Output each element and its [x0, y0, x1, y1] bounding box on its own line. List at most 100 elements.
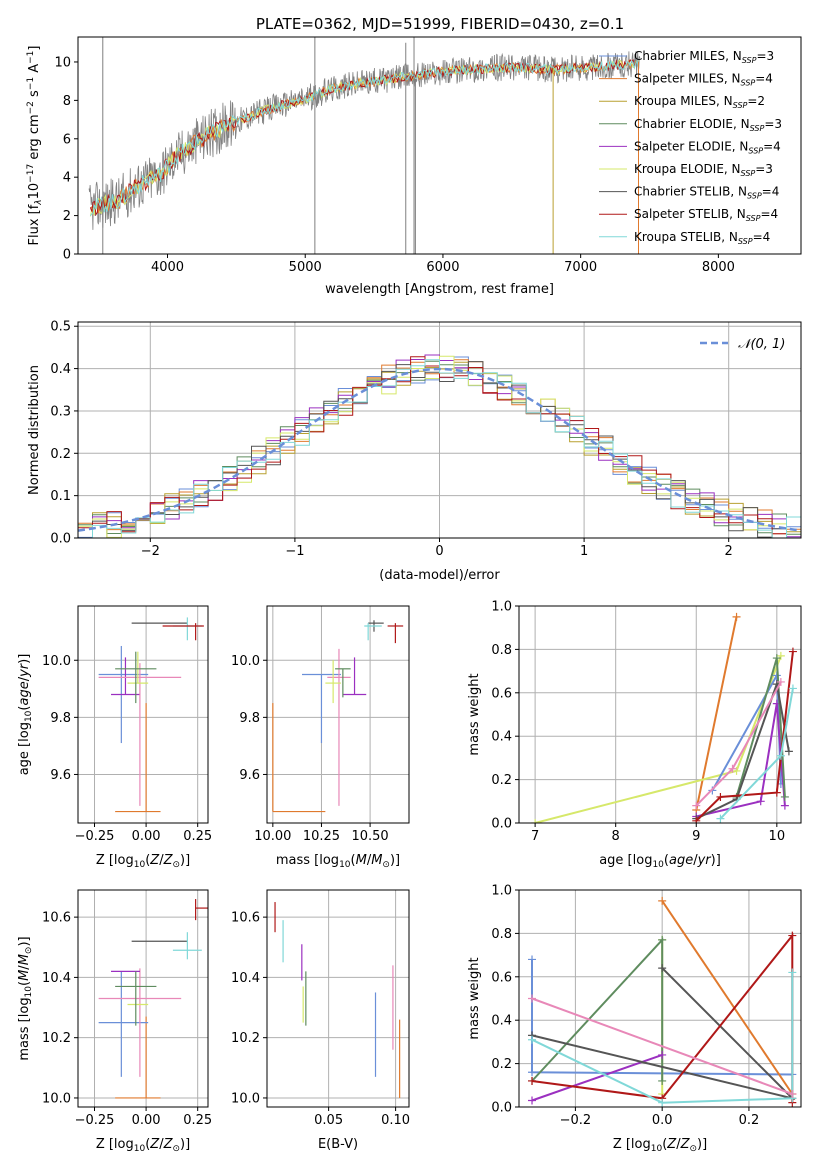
legend-subscript: SSP	[741, 79, 756, 88]
label-part: (	[664, 853, 669, 868]
legend-label: Salpeter STELIB, N	[634, 207, 746, 221]
weight-point	[788, 931, 797, 940]
y-tick-label: 0.3	[50, 404, 71, 419]
legend-entry: Kroupa MILES, NSSP=2	[634, 94, 765, 110]
label-part: (	[17, 981, 32, 986]
label-part: /	[17, 676, 32, 681]
label-part: Z	[680, 1137, 691, 1152]
age-axis-label: age [log10(age/yr)]	[599, 853, 721, 870]
axes-frame	[77, 36, 802, 255]
label-part: −2	[26, 101, 36, 114]
label-part: age [log	[599, 853, 652, 868]
label-part: )]	[390, 853, 400, 868]
x-tick-label: 0.00	[132, 1113, 161, 1128]
residuals-xlabel: (data-model)/error	[379, 568, 500, 583]
label-part: )]	[180, 853, 190, 868]
label-part: ⊙	[172, 860, 180, 870]
x-tick-label: 7000	[564, 260, 597, 275]
label-part: Z	[163, 1137, 174, 1152]
z-axis-label: Z [log10(Z/Z⊙)]	[96, 853, 190, 870]
x-tick-label: 6000	[426, 260, 459, 275]
x-tick-label: −0.2	[560, 1113, 592, 1128]
x-tick-label: 0	[435, 544, 443, 559]
ebv-axis-label: E(B-V)	[318, 1137, 358, 1152]
y-tick-label: 0.5	[50, 320, 71, 335]
mass-weight-label: mass weight	[467, 957, 482, 1039]
label-part: Z [log	[613, 1137, 651, 1152]
axes-frame	[518, 889, 802, 1108]
z-age-plot-area	[98, 617, 204, 813]
legend-value: =3	[764, 117, 782, 131]
residuals-ylabel: Normed distribution	[27, 365, 42, 495]
y-tick-label: 10.0	[231, 654, 260, 669]
label-part: 10	[339, 860, 351, 870]
observed-spectrum	[88, 51, 641, 230]
weight-point	[528, 955, 537, 964]
mass-weight-label: mass weight	[467, 673, 482, 755]
y-tick-label: 9.6	[50, 768, 71, 783]
legend-label: 𝒩(0, 1)	[738, 337, 785, 352]
y-tick-label: 9.6	[239, 768, 260, 783]
label-part: −17	[26, 164, 36, 183]
label-part: Z	[149, 853, 160, 868]
x-tick-label: 10	[769, 829, 786, 844]
legend-value: =4	[753, 230, 771, 244]
x-tick-label: 0.0	[652, 1113, 673, 1128]
weight-point	[780, 801, 789, 810]
weight-point	[528, 1035, 537, 1044]
label-part: s	[27, 90, 42, 101]
label-part: )]	[17, 936, 32, 946]
label-part: 10	[134, 1144, 146, 1154]
label-part: Z [log	[96, 853, 134, 868]
label-part: M	[371, 853, 382, 868]
label-part: age [log	[17, 722, 32, 775]
label-part: λ	[34, 199, 44, 205]
legend-label: Chabrier ELODIE, N	[634, 117, 750, 131]
weight-point	[658, 896, 667, 905]
x-tick-label: 0.2	[739, 1113, 760, 1128]
y-tick-label: 10.4	[42, 971, 71, 986]
label-part: )]	[697, 1137, 707, 1152]
axes-frame	[77, 605, 209, 824]
y-tick-label: 0.8	[491, 643, 512, 658]
y-tick-label: 0.6	[491, 686, 512, 701]
label-part: /	[367, 853, 372, 868]
age-weight-plot-area	[531, 612, 797, 823]
y-tick-label: 0.1	[50, 489, 71, 504]
legend-subscript: SSP	[748, 146, 763, 155]
legend-entry: Salpeter ELODIE, NSSP=4	[634, 139, 781, 155]
label-part: 10	[652, 860, 664, 870]
x-tick-label: 0.00	[132, 829, 161, 844]
label-part: ⊙	[172, 1144, 180, 1154]
weight-line-pink	[531, 997, 793, 1095]
label-part: (	[351, 853, 356, 868]
legend-subscript: SSP	[742, 56, 757, 65]
legend-entry: Salpeter STELIB, NSSP=4	[634, 207, 778, 223]
weight-point	[716, 814, 725, 823]
label-part: (	[17, 706, 32, 711]
weight-point	[776, 677, 785, 686]
y-tick-label: 10.2	[231, 1031, 260, 1046]
z-axis-label: Z [log10(Z/Z⊙)]	[613, 1137, 707, 1154]
figure-title: PLATE=0362, MJD=51999, FIBERID=0430, z=0…	[256, 15, 624, 33]
label-part: /	[159, 853, 164, 868]
y-tick-label: 4	[63, 171, 71, 186]
legend-subscript: SSP	[747, 192, 762, 201]
y-tick-label: 1.0	[491, 600, 512, 615]
weight-point	[692, 816, 701, 823]
x-tick-label: 10.50	[351, 829, 388, 844]
x-tick-label: −0.25	[75, 1113, 115, 1128]
label-part: ⊙	[689, 1144, 697, 1154]
weight-point	[716, 792, 725, 801]
spectrum-plot-area	[88, 37, 641, 254]
y-tick-label: 10.6	[231, 911, 260, 926]
legend-value: =4	[755, 72, 773, 86]
weight-point	[776, 651, 785, 660]
label-part: Flux [f	[27, 204, 42, 245]
mass-age-plot-area	[272, 620, 404, 813]
label-part: 10	[651, 1144, 663, 1154]
weight-point	[788, 647, 797, 656]
weight-point	[776, 751, 785, 760]
